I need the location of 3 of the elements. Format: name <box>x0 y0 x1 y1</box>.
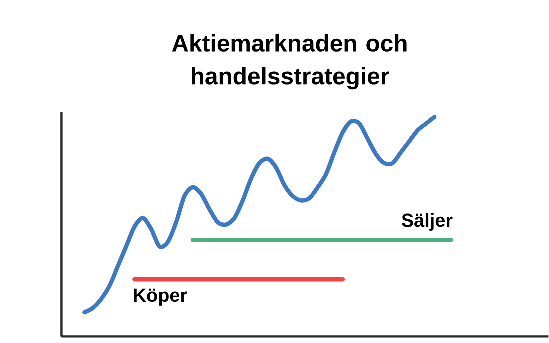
series-label: Säljer <box>402 213 453 231</box>
chart-title: Aktiemarknaden och handelsstrategier <box>172 34 407 90</box>
series-label: Köper <box>134 288 188 306</box>
